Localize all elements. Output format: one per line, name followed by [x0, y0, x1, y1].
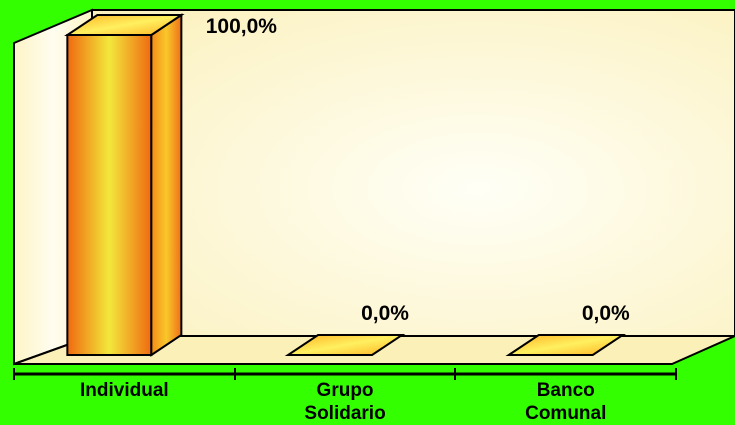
data-labels-group: 100,0% 0,0% 0,0% [206, 15, 630, 325]
back-wall [91, 9, 735, 337]
bar-side [150, 13, 183, 357]
bar [284, 334, 406, 356]
category-label-line: Comunal [525, 403, 606, 424]
bars-group [64, 13, 627, 357]
bar [505, 334, 627, 356]
category-label-line: Solidario [304, 403, 385, 424]
category-label-line: Grupo [317, 380, 374, 401]
bar-front [66, 34, 153, 356]
category-label: Individual [80, 380, 169, 401]
category-label: Banco Comunal [525, 380, 606, 424]
category-labels-group: Individual Grupo Solidario Banco Comunal [80, 380, 606, 424]
data-label: 0,0% [582, 302, 630, 325]
data-label: 0,0% [361, 302, 409, 325]
bar-top [64, 14, 185, 36]
data-label: 100,0% [206, 15, 278, 38]
category-label-line: Banco [537, 380, 595, 401]
bar-top [505, 334, 627, 356]
bar [64, 13, 185, 357]
category-label: Grupo Solidario [304, 380, 385, 424]
category-label-line: Individual [80, 380, 169, 401]
bar-top [284, 334, 406, 356]
